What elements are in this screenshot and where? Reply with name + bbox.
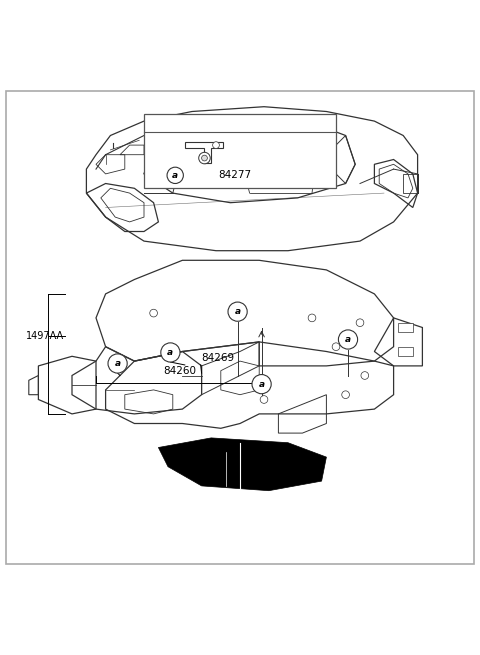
Circle shape bbox=[108, 354, 127, 373]
Bar bbox=[398, 346, 413, 356]
Circle shape bbox=[252, 375, 271, 394]
Text: a: a bbox=[115, 359, 120, 368]
Text: 1497AA: 1497AA bbox=[26, 331, 64, 341]
Text: 84277: 84277 bbox=[218, 170, 252, 180]
Circle shape bbox=[161, 343, 180, 362]
Circle shape bbox=[167, 167, 183, 183]
Circle shape bbox=[338, 330, 358, 349]
Circle shape bbox=[213, 141, 219, 149]
Polygon shape bbox=[158, 438, 326, 491]
Circle shape bbox=[342, 391, 349, 398]
Circle shape bbox=[228, 302, 247, 321]
Circle shape bbox=[202, 155, 207, 161]
Text: a: a bbox=[235, 307, 240, 316]
Text: a: a bbox=[172, 171, 178, 180]
Text: 84260: 84260 bbox=[164, 366, 196, 377]
Text: 84269: 84269 bbox=[202, 353, 235, 363]
Circle shape bbox=[361, 371, 369, 379]
Text: a: a bbox=[168, 348, 173, 357]
Circle shape bbox=[150, 309, 157, 317]
Circle shape bbox=[236, 309, 244, 317]
Circle shape bbox=[199, 153, 210, 164]
Circle shape bbox=[260, 396, 268, 403]
Circle shape bbox=[308, 314, 316, 322]
Circle shape bbox=[332, 343, 340, 350]
Circle shape bbox=[356, 319, 364, 327]
Text: a: a bbox=[345, 335, 351, 344]
Text: a: a bbox=[259, 380, 264, 388]
Bar bbox=[398, 323, 413, 332]
Bar bbox=[144, 114, 336, 188]
